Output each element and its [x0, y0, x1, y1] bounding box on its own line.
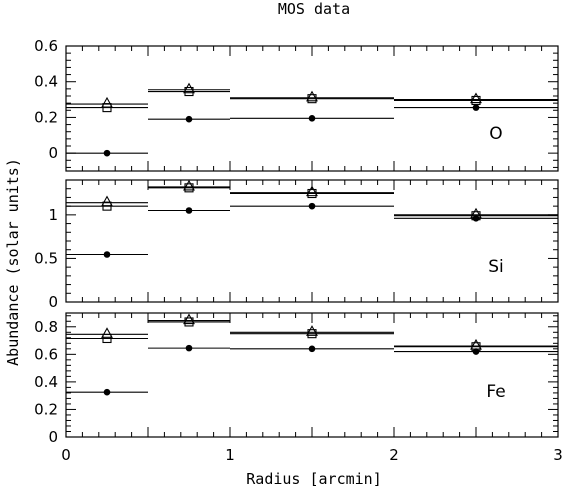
data-point-square [102, 103, 112, 113]
data-point-circle [103, 149, 111, 157]
data-point-circle [185, 115, 193, 123]
data-point-triangle [306, 185, 318, 197]
panel-o: 0 0.2 0.4 0.6 O [34, 37, 559, 172]
data-point-circle [103, 388, 111, 396]
data-point-circle [103, 251, 111, 258]
data-point-circle [185, 207, 193, 214]
series-triangle [66, 313, 558, 350]
x-tick-label: 2 [389, 446, 399, 464]
data-point-triangle [306, 90, 318, 102]
data-point-square [184, 86, 194, 97]
series-square [66, 86, 558, 113]
y-tick-label: 0.6 [34, 37, 58, 55]
panel-label-fe: Fe [486, 382, 505, 402]
data-point-square [307, 94, 317, 104]
data-point-circle [472, 104, 480, 111]
data-point-triangle [183, 179, 195, 191]
data-point-triangle [183, 82, 195, 94]
data-point-circle [472, 348, 480, 355]
y-tick-label: 0.4 [34, 373, 58, 391]
data-point-triangle [470, 92, 482, 104]
panel-fe: 0 0.2 0.4 0.6 0.8 Fe [34, 312, 559, 446]
panel-label-si: Si [488, 257, 504, 277]
series-triangle [66, 82, 558, 108]
y-tick-label: 0.5 [34, 249, 58, 267]
data-point-triangle [306, 325, 318, 336]
panel-frame [65, 312, 559, 438]
data-point-triangle [183, 313, 195, 325]
x-tick-label: 1 [225, 446, 235, 464]
chart-title: MOS data [278, 0, 350, 18]
data-point-circle [308, 345, 316, 353]
y-axis-title: Abundance (solar units) [4, 158, 22, 366]
y-tick-label: 0 [48, 428, 58, 446]
data-point-circle [472, 215, 480, 222]
y-tick-label: 0.8 [34, 318, 58, 336]
series-circle [66, 344, 558, 396]
x-tick-label: 0 [61, 446, 71, 464]
data-point-square [184, 183, 194, 193]
data-point-circle [308, 202, 316, 210]
data-point-square [184, 317, 194, 327]
data-point-square [102, 201, 112, 211]
series-circle [66, 202, 558, 258]
panel-si: 0 0.5 1 Si [34, 179, 559, 311]
series-square [66, 183, 558, 221]
data-point-square [102, 333, 112, 344]
chart-panels: 0 0.2 0.4 0.6 O 0 0.5 1 Si 0 0.2 0.4 0.6 0.8 Fe 0 1 2 3 [34, 37, 563, 464]
data-point-circle [185, 344, 193, 352]
series-circle [66, 104, 558, 157]
y-tick-label: 1 [48, 206, 58, 224]
data-point-triangle [101, 327, 113, 338]
data-point-square [307, 188, 317, 199]
x-tick-label: 3 [553, 446, 563, 464]
x-axis-title: Radius [arcmin] [246, 470, 381, 488]
y-tick-label: 0.2 [34, 400, 58, 418]
panel-frame [65, 179, 559, 303]
y-tick-label: 0 [48, 293, 58, 311]
data-point-triangle [101, 96, 113, 108]
data-point-square [307, 329, 317, 339]
y-tick-label: 0.2 [34, 108, 58, 126]
series-triangle [66, 179, 558, 219]
series-square [66, 317, 558, 352]
panel-frame [65, 45, 559, 172]
panel-label-o: O [489, 124, 502, 144]
data-point-circle [308, 115, 316, 122]
y-tick-label: 0.6 [34, 345, 58, 363]
y-tick-label: 0 [48, 144, 58, 162]
y-tick-label: 0.4 [34, 73, 58, 91]
